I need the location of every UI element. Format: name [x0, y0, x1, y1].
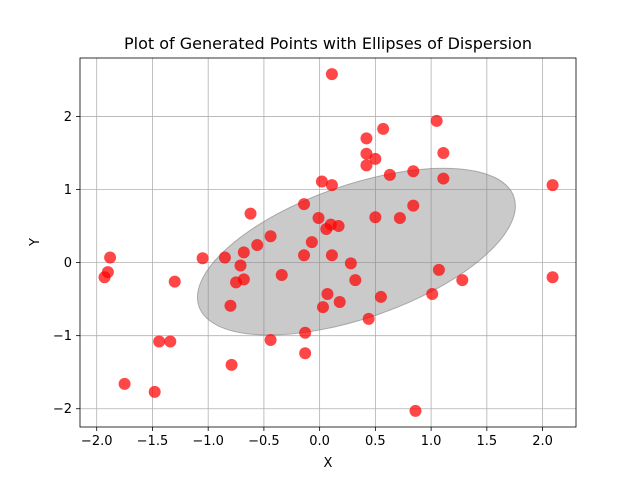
data-point: [325, 249, 338, 262]
data-point: [305, 236, 318, 249]
data-point: [321, 288, 334, 301]
data-point: [104, 251, 117, 264]
x-tick-label: −1.5: [137, 434, 169, 449]
data-point: [369, 152, 382, 165]
data-point: [369, 211, 382, 224]
data-point: [316, 301, 329, 314]
data-point: [407, 199, 420, 212]
data-point: [275, 269, 288, 282]
data-point: [244, 207, 257, 220]
data-point: [298, 249, 311, 262]
data-point: [196, 252, 209, 265]
y-tick-label: −2: [53, 402, 72, 417]
data-point: [360, 147, 373, 160]
data-point: [409, 404, 422, 417]
data-point: [320, 222, 333, 235]
data-point: [360, 132, 373, 145]
data-point: [546, 179, 559, 192]
data-point: [251, 239, 264, 252]
x-tick-label: −0.5: [248, 434, 280, 449]
plot-frame: [79, 57, 577, 428]
data-point: [437, 172, 450, 185]
data-point: [344, 257, 357, 270]
y-tick-label: 1: [64, 183, 72, 198]
x-tick-label: −1.0: [192, 434, 224, 449]
data-point: [168, 275, 181, 288]
data-point: [164, 335, 177, 348]
x-axis-label: X: [324, 456, 333, 471]
data-point: [237, 246, 250, 259]
data-point: [98, 271, 111, 284]
data-point: [407, 165, 420, 178]
data-point: [360, 159, 373, 172]
data-point: [325, 179, 338, 192]
data-point: [225, 358, 238, 371]
data-point: [234, 259, 247, 272]
x-axis-ticks: −2.0 −1.5 −1.0 −0.5 0.0 0.5 1.0 1.5 2.0: [81, 427, 553, 449]
data-point: [299, 326, 312, 339]
data-point: [430, 114, 443, 127]
data-point: [312, 212, 325, 225]
x-tick-label: 0.5: [365, 434, 386, 449]
data-point: [383, 168, 396, 181]
data-point: [332, 220, 345, 233]
data-point: [374, 290, 387, 303]
data-point: [349, 274, 362, 287]
y-axis-ticks: −2 −1 0 1 2: [53, 110, 80, 417]
x-tick-label: 1.0: [421, 434, 442, 449]
x-tick-label: 0.0: [309, 434, 330, 449]
y-tick-label: −1: [53, 329, 72, 344]
data-point: [264, 230, 277, 243]
data-points: [98, 68, 559, 417]
data-point: [315, 175, 328, 188]
data-point: [456, 274, 469, 287]
data-point: [299, 347, 312, 360]
data-point: [325, 68, 338, 81]
y-tick-label: 0: [64, 256, 72, 271]
grid-lines: [80, 58, 576, 427]
y-tick-label: 2: [64, 110, 72, 125]
data-point: [224, 299, 237, 312]
data-point: [393, 212, 406, 225]
data-point: [437, 146, 450, 159]
data-point: [230, 276, 243, 289]
data-point: [153, 335, 166, 348]
data-point: [218, 251, 231, 264]
data-point: [426, 288, 439, 301]
data-point: [377, 122, 390, 135]
data-point: [264, 334, 277, 347]
x-tick-label: −2.0: [81, 434, 113, 449]
data-point: [432, 263, 445, 276]
y-axis-label: Y: [28, 238, 43, 247]
chart-title: Plot of Generated Points with Ellipses o…: [124, 34, 532, 53]
data-point: [546, 271, 559, 284]
data-point: [362, 312, 375, 325]
x-tick-label: 1.5: [476, 434, 497, 449]
data-point: [118, 377, 131, 390]
data-point: [148, 385, 161, 398]
x-tick-label: 2.0: [532, 434, 553, 449]
data-point: [333, 296, 346, 309]
data-point: [298, 198, 311, 211]
plot-area: [80, 58, 576, 427]
